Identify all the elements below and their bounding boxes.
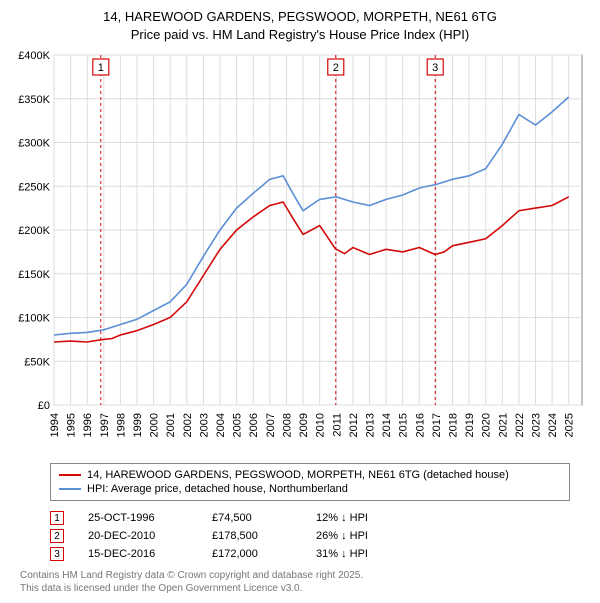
x-tick-label: 2020 [481,413,493,437]
x-tick-label: 1999 [132,413,144,437]
chart-container: 14, HAREWOOD GARDENS, PEGSWOOD, MORPETH,… [0,0,600,603]
x-tick-label: 2004 [215,413,227,437]
y-tick-label: £300K [18,138,50,150]
x-tick-label: 2013 [364,413,376,437]
sales-date: 15-DEC-2016 [88,548,188,560]
x-tick-label: 2025 [564,413,576,437]
marker-label: 3 [432,62,438,74]
x-tick-label: 2005 [232,413,244,437]
footer: Contains HM Land Registry data © Crown c… [20,569,580,595]
x-tick-label: 2017 [431,413,443,437]
sales-marker: 1 [50,511,64,525]
marker-label: 2 [333,62,339,74]
x-tick-label: 2014 [381,413,393,437]
sales-row: 3 15-DEC-2016 £172,000 31% ↓ HPI [50,545,570,563]
sales-delta: 31% ↓ HPI [316,548,406,560]
x-tick-label: 2008 [281,413,293,437]
footer-line-1: Contains HM Land Registry data © Crown c… [20,569,580,582]
x-tick-label: 1997 [99,413,111,437]
title-line-1: 14, HAREWOOD GARDENS, PEGSWOOD, MORPETH,… [10,8,590,26]
legend-row: HPI: Average price, detached house, Nort… [59,482,561,496]
x-tick-label: 1994 [49,413,61,437]
legend-swatch [59,488,81,490]
sales-row: 2 20-DEC-2010 £178,500 26% ↓ HPI [50,527,570,545]
sales-price: £74,500 [212,512,292,524]
x-tick-label: 2024 [547,413,559,437]
sales-delta: 12% ↓ HPI [316,512,406,524]
x-tick-label: 2016 [414,413,426,437]
sales-date: 20-DEC-2010 [88,530,188,542]
marker-label: 1 [98,62,104,74]
x-tick-label: 2012 [348,413,360,437]
y-tick-label: £100K [18,313,50,325]
chart-svg: £0 £50K £100K £150K £200K £250K £300K £350K £400… [10,47,590,457]
x-tick-label: 2007 [265,413,277,437]
y-tick-label: £350K [18,94,50,106]
y-tick-label: £200K [18,225,50,237]
x-tick-label: 2006 [248,413,260,437]
x-tick-label: 2021 [497,413,509,437]
x-tick-label: 2015 [398,413,410,437]
legend-swatch [59,474,81,476]
x-tick-label: 2001 [165,413,177,437]
y-tick-label: £50K [24,356,50,368]
x-tick-label: 2002 [182,413,194,437]
x-tick-label: 2019 [464,413,476,437]
y-tick-label: £0 [38,400,50,412]
title-line-2: Price paid vs. HM Land Registry's House … [10,26,590,44]
x-tick-label: 2018 [447,413,459,437]
sales-marker: 2 [50,529,64,543]
legend: 14, HAREWOOD GARDENS, PEGSWOOD, MORPETH,… [50,463,570,501]
sales-date: 25-OCT-1996 [88,512,188,524]
x-tick-label: 1996 [82,413,94,437]
x-tick-label: 2011 [331,413,343,437]
sales-marker: 3 [50,547,64,561]
sales-price: £178,500 [212,530,292,542]
chart-plot: £0 £50K £100K £150K £200K £250K £300K £350K £400… [10,47,590,457]
x-tick-label: 2023 [531,413,543,437]
x-tick-label: 2009 [298,413,310,437]
x-tick-label: 2022 [514,413,526,437]
x-tick-label: 1995 [66,413,78,437]
y-tick-label: £150K [18,269,50,281]
legend-row: 14, HAREWOOD GARDENS, PEGSWOOD, MORPETH,… [59,468,561,482]
legend-text: 14, HAREWOOD GARDENS, PEGSWOOD, MORPETH,… [87,469,509,481]
y-tick-label: £250K [18,181,50,193]
x-tick-label: 2010 [315,413,327,437]
sales-delta: 26% ↓ HPI [316,530,406,542]
chart-title: 14, HAREWOOD GARDENS, PEGSWOOD, MORPETH,… [10,8,590,43]
x-tick-label: 2003 [198,413,210,437]
legend-text: HPI: Average price, detached house, Nort… [87,483,348,495]
sales-row: 1 25-OCT-1996 £74,500 12% ↓ HPI [50,509,570,527]
x-tick-label: 2000 [149,413,161,437]
y-tick-label: £400K [18,50,50,62]
sales-table: 1 25-OCT-1996 £74,500 12% ↓ HPI 2 20-DEC-2010… [50,509,570,563]
sales-price: £172,000 [212,548,292,560]
x-tick-label: 1998 [115,413,127,437]
footer-line-2: This data is licensed under the Open Gov… [20,582,580,595]
